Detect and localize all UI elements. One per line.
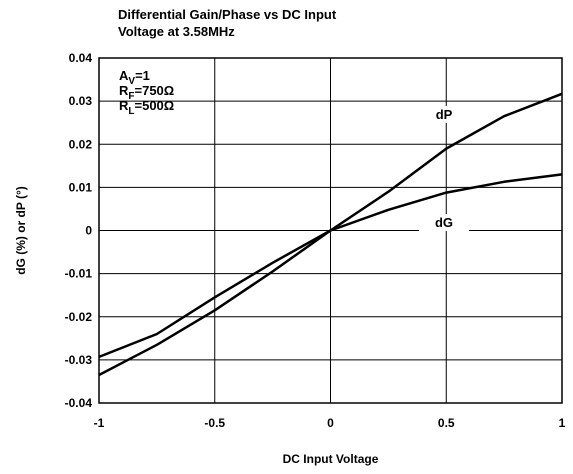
series-label-dg: dG (435, 215, 453, 230)
y-tick-label: 0.04 (69, 51, 93, 65)
x-tick-label: 0.5 (438, 416, 455, 430)
series-labels: dP dG (419, 106, 469, 231)
y-tick-label: -0.02 (65, 310, 93, 324)
y-tick-label: 0.01 (69, 180, 93, 194)
y-tick-label: 0.02 (69, 137, 93, 151)
x-tick-label: 0 (327, 416, 334, 430)
y-tick-label: 0.03 (69, 94, 93, 108)
y-tick-label: -0.01 (65, 267, 93, 281)
chart-title: Differential Gain/Phase vs DC Input Volt… (118, 7, 337, 39)
x-tick-label: 1 (559, 416, 566, 430)
y-tick-label: 0 (85, 224, 92, 238)
y-axis-label: dG (%) or dP (°) (14, 186, 28, 275)
y-tick-label: -0.04 (65, 396, 93, 410)
y-tick-label: -0.03 (65, 353, 93, 367)
chart-title-line-1: Differential Gain/Phase vs DC Input (118, 7, 337, 22)
x-axis-tick-labels: -1 -0.5 0 0.5 1 (94, 416, 566, 430)
x-axis-label: DC Input Voltage (283, 452, 379, 466)
series-label-dp: dP (436, 107, 453, 122)
condition-line: RL=500Ω (119, 98, 174, 117)
y-axis-tick-labels: 0.04 0.03 0.02 0.01 0 -0.01 -0.02 -0.03 -0.04 (65, 51, 93, 410)
chart-title-line-2: Voltage at 3.58MHz (118, 24, 235, 39)
x-tick-label: -1 (94, 416, 105, 430)
x-tick-label: -0.5 (204, 416, 225, 430)
